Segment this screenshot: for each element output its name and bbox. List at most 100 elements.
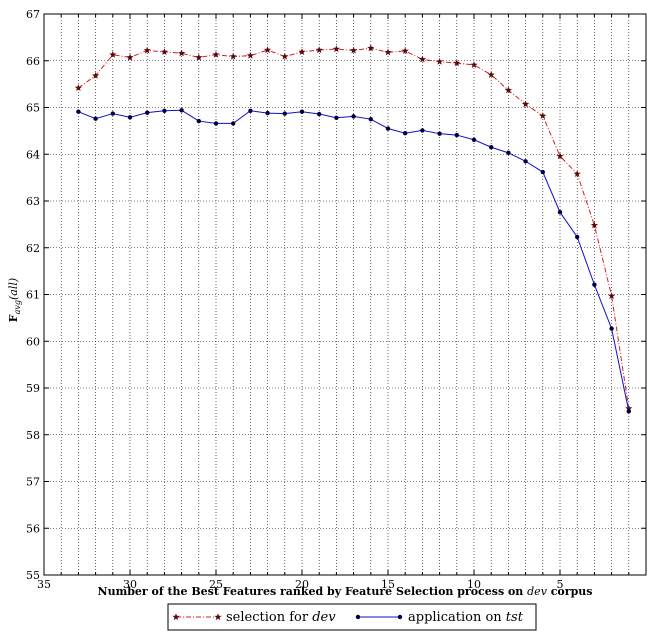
legend-label-application-prefix: application on xyxy=(408,610,506,625)
data-point-star xyxy=(160,48,169,55)
data-point-star xyxy=(349,46,358,54)
data-point-star xyxy=(367,44,375,52)
data-point-dot xyxy=(523,159,528,164)
x-axis-title-italic: dev xyxy=(527,585,548,598)
data-point-dot xyxy=(454,132,459,138)
x-tick-label: 5 xyxy=(557,578,564,591)
x-tick-label: 30 xyxy=(123,578,137,591)
data-point-star xyxy=(212,50,220,58)
data-point-dot xyxy=(506,150,511,156)
data-point-dot xyxy=(403,131,408,136)
data-point-dot xyxy=(282,111,287,116)
data-point-dot xyxy=(231,121,236,126)
data-point-dot xyxy=(248,108,253,113)
x-tick-label: 15 xyxy=(381,578,395,591)
x-axis-title-suffix: corpus xyxy=(547,585,593,598)
data-point-star xyxy=(74,84,83,91)
data-point-star xyxy=(521,100,530,108)
data-point-star xyxy=(281,52,289,60)
y-axis-title-sub: avg xyxy=(13,300,22,314)
data-point-dot xyxy=(592,282,597,287)
x-axis-title-prefix: Number of the Best Features ranked by Fe… xyxy=(98,585,528,598)
data-point-dot xyxy=(110,111,116,116)
y-tick-label: 66 xyxy=(26,55,40,68)
x-tick-label: 10 xyxy=(467,578,481,591)
y-tick-label: 65 xyxy=(26,102,40,115)
data-point-star xyxy=(504,86,513,94)
data-point-star xyxy=(263,46,272,54)
x-tick-label: 20 xyxy=(295,578,309,591)
data-point-dot xyxy=(162,108,167,113)
y-tick-label: 62 xyxy=(26,242,40,255)
x-tick-label: 35 xyxy=(37,578,51,591)
data-point-star xyxy=(91,71,100,79)
legend-label-application-italic: tst xyxy=(506,610,524,625)
y-tick-label: 57 xyxy=(26,476,40,489)
data-point-star xyxy=(401,47,409,55)
data-point-star xyxy=(143,46,151,54)
data-point-dot xyxy=(540,169,545,175)
legend-label-application: application on tst xyxy=(408,610,524,625)
y-tick-label: 58 xyxy=(26,429,40,442)
legend-marker-application-2 xyxy=(397,614,403,620)
legend-marker-application-1 xyxy=(355,614,361,620)
data-point-star xyxy=(246,51,255,59)
data-point-star xyxy=(470,61,478,69)
data-point-dot xyxy=(299,109,305,114)
series-layer xyxy=(74,44,633,414)
data-point-dot xyxy=(213,121,219,126)
data-point-dot xyxy=(93,116,98,121)
y-tick-label: 63 xyxy=(26,195,40,208)
data-point-dot xyxy=(626,409,631,414)
legend-label-selection-prefix: selection for xyxy=(226,610,312,625)
y-axis-title-main: F xyxy=(7,314,20,322)
data-point-dot xyxy=(471,137,477,142)
data-point-dot xyxy=(437,131,442,136)
data-point-star xyxy=(556,152,564,160)
data-point-star xyxy=(453,59,461,67)
data-point-star xyxy=(195,53,203,61)
data-point-star xyxy=(435,57,444,65)
data-point-dot xyxy=(575,234,580,240)
data-point-dot xyxy=(609,326,614,331)
legend-box xyxy=(167,603,537,631)
legend-marker-selection-1 xyxy=(172,613,180,621)
data-point-dot xyxy=(127,115,133,120)
data-point-star xyxy=(625,404,633,412)
data-point-star xyxy=(607,292,616,299)
data-point-dot xyxy=(145,110,150,115)
data-point-star xyxy=(384,48,392,56)
data-point-star xyxy=(418,55,427,63)
x-tick-label: 25 xyxy=(209,578,223,591)
data-point-star xyxy=(229,52,237,60)
data-point-star xyxy=(590,221,599,229)
data-point-dot xyxy=(385,126,391,131)
data-point-dot xyxy=(334,115,339,120)
data-point-star xyxy=(298,48,306,55)
data-point-star xyxy=(315,46,323,54)
legend-marker-selection-2 xyxy=(214,613,222,621)
data-point-star xyxy=(109,50,117,58)
y-axis-title: Favg(all) xyxy=(7,278,22,322)
y-tick-label: 56 xyxy=(26,522,40,535)
y-axis-title-tail: (all) xyxy=(7,278,20,300)
y-tick-label: 59 xyxy=(26,382,40,395)
axis-ticks: 55 56 57 58 59 60 61 62 63 64 65 66 67 35 30 25 20 15 10 5 xyxy=(26,8,647,591)
data-point-dot xyxy=(351,114,356,119)
data-point-star xyxy=(539,112,547,119)
y-tick-label: 67 xyxy=(26,8,40,21)
legend-label-selection: selection for dev xyxy=(226,610,336,625)
data-point-dot xyxy=(557,210,563,215)
data-point-star xyxy=(332,45,341,53)
data-point-dot xyxy=(179,108,184,113)
data-point-star xyxy=(487,70,495,78)
y-tick-label: 55 xyxy=(26,569,40,582)
data-point-dot xyxy=(420,128,425,133)
data-point-dot xyxy=(196,118,201,124)
data-point-dot xyxy=(76,109,81,114)
data-point-star xyxy=(177,49,186,57)
data-point-dot xyxy=(265,110,270,116)
data-point-dot xyxy=(317,111,322,117)
data-point-star xyxy=(573,170,581,177)
